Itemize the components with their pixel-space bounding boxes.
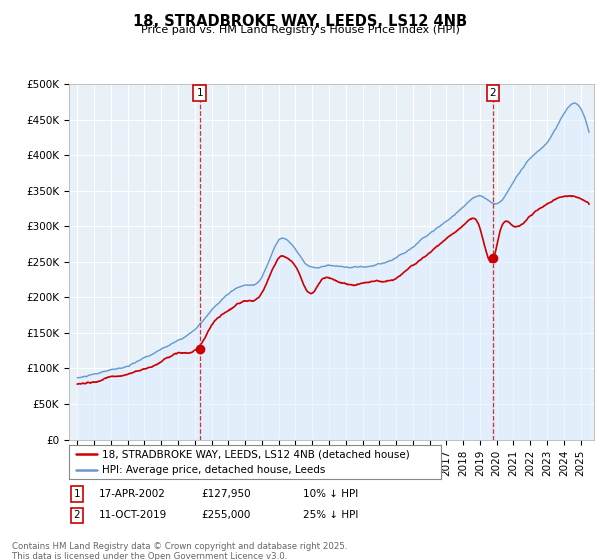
- Text: 11-OCT-2019: 11-OCT-2019: [99, 510, 167, 520]
- Text: Contains HM Land Registry data © Crown copyright and database right 2025.
This d: Contains HM Land Registry data © Crown c…: [12, 542, 347, 560]
- Text: £255,000: £255,000: [201, 510, 250, 520]
- Text: 2: 2: [490, 88, 496, 98]
- Text: 18, STRADBROKE WAY, LEEDS, LS12 4NB: 18, STRADBROKE WAY, LEEDS, LS12 4NB: [133, 14, 467, 29]
- Text: 1: 1: [73, 489, 80, 499]
- Text: 18, STRADBROKE WAY, LEEDS, LS12 4NB (detached house): 18, STRADBROKE WAY, LEEDS, LS12 4NB (det…: [103, 449, 410, 459]
- Text: Price paid vs. HM Land Registry's House Price Index (HPI): Price paid vs. HM Land Registry's House …: [140, 25, 460, 35]
- Text: 2: 2: [73, 510, 80, 520]
- Text: 10% ↓ HPI: 10% ↓ HPI: [303, 489, 358, 499]
- Text: 17-APR-2002: 17-APR-2002: [99, 489, 166, 499]
- Text: £127,950: £127,950: [201, 489, 251, 499]
- Text: 1: 1: [196, 88, 203, 98]
- Text: HPI: Average price, detached house, Leeds: HPI: Average price, detached house, Leed…: [103, 465, 326, 475]
- Text: 25% ↓ HPI: 25% ↓ HPI: [303, 510, 358, 520]
